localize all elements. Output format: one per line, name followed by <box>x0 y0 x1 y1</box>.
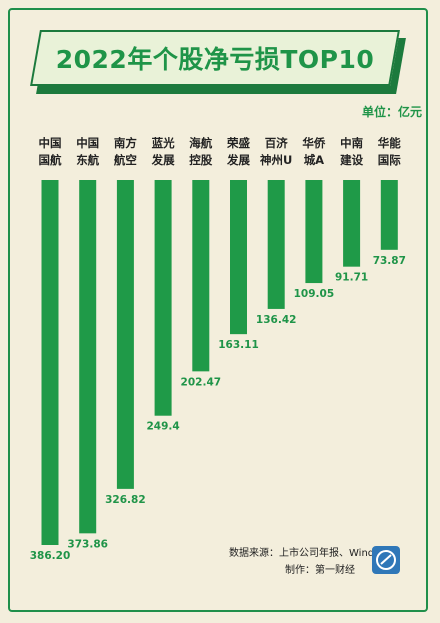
bar <box>154 180 172 416</box>
source-note: 数据来源：上市公司年报、Wind 制作：第一财经 <box>229 545 374 579</box>
category-label: 发展 <box>226 153 250 167</box>
category-label: 华侨 <box>302 136 325 150</box>
bar <box>380 180 398 250</box>
category-label: 国航 <box>39 153 62 167</box>
category-label: 发展 <box>151 153 175 167</box>
category-label: 神州U <box>260 153 292 167</box>
source-text: 数据来源：上市公司年报、Wind <box>229 548 375 559</box>
bar <box>305 180 323 284</box>
value-label: 136.42 <box>256 314 297 326</box>
bar <box>230 180 247 335</box>
bar <box>116 180 134 489</box>
category-label: 中国 <box>76 136 99 150</box>
value-label: 202.47 <box>181 376 222 388</box>
logo-mark <box>376 550 396 570</box>
unit-label: 单位：亿元 <box>361 105 422 119</box>
category-label: 百济 <box>265 136 288 150</box>
bar <box>267 180 285 309</box>
value-label: 326.82 <box>105 494 146 506</box>
bar <box>41 180 59 545</box>
category-label: 荣盛 <box>226 136 250 150</box>
value-label: 249.4 <box>146 421 179 433</box>
category-label: 国际 <box>378 153 401 167</box>
category-label: 东航 <box>76 153 99 167</box>
category-label: 控股 <box>189 153 212 167</box>
value-label: 73.87 <box>373 255 406 267</box>
value-label: 163.11 <box>218 339 259 351</box>
producer-text: 制作：第一财经 <box>285 565 355 576</box>
chart-title: 2022年个股净亏损TOP10 <box>55 45 375 74</box>
bar <box>192 180 210 372</box>
bar <box>79 180 97 534</box>
category-label: 建设 <box>340 153 363 167</box>
category-label: 华能 <box>378 136 401 150</box>
category-label: 城A <box>304 153 324 167</box>
title-banner: 2022年个股净亏损TOP10 <box>30 30 406 94</box>
category-label: 航空 <box>114 153 137 167</box>
value-label: 109.05 <box>294 288 335 300</box>
category-label: 南方 <box>114 136 137 150</box>
value-label: 91.71 <box>335 272 368 284</box>
chart-frame <box>8 8 428 612</box>
category-label: 中南 <box>340 136 363 150</box>
logo-icon <box>372 546 400 574</box>
bar <box>343 180 361 267</box>
value-label: 373.86 <box>67 538 108 550</box>
category-label: 中国 <box>39 136 62 150</box>
category-label: 蓝光 <box>152 136 175 150</box>
value-label: 386.20 <box>30 550 71 562</box>
category-label: 海航 <box>189 136 212 150</box>
